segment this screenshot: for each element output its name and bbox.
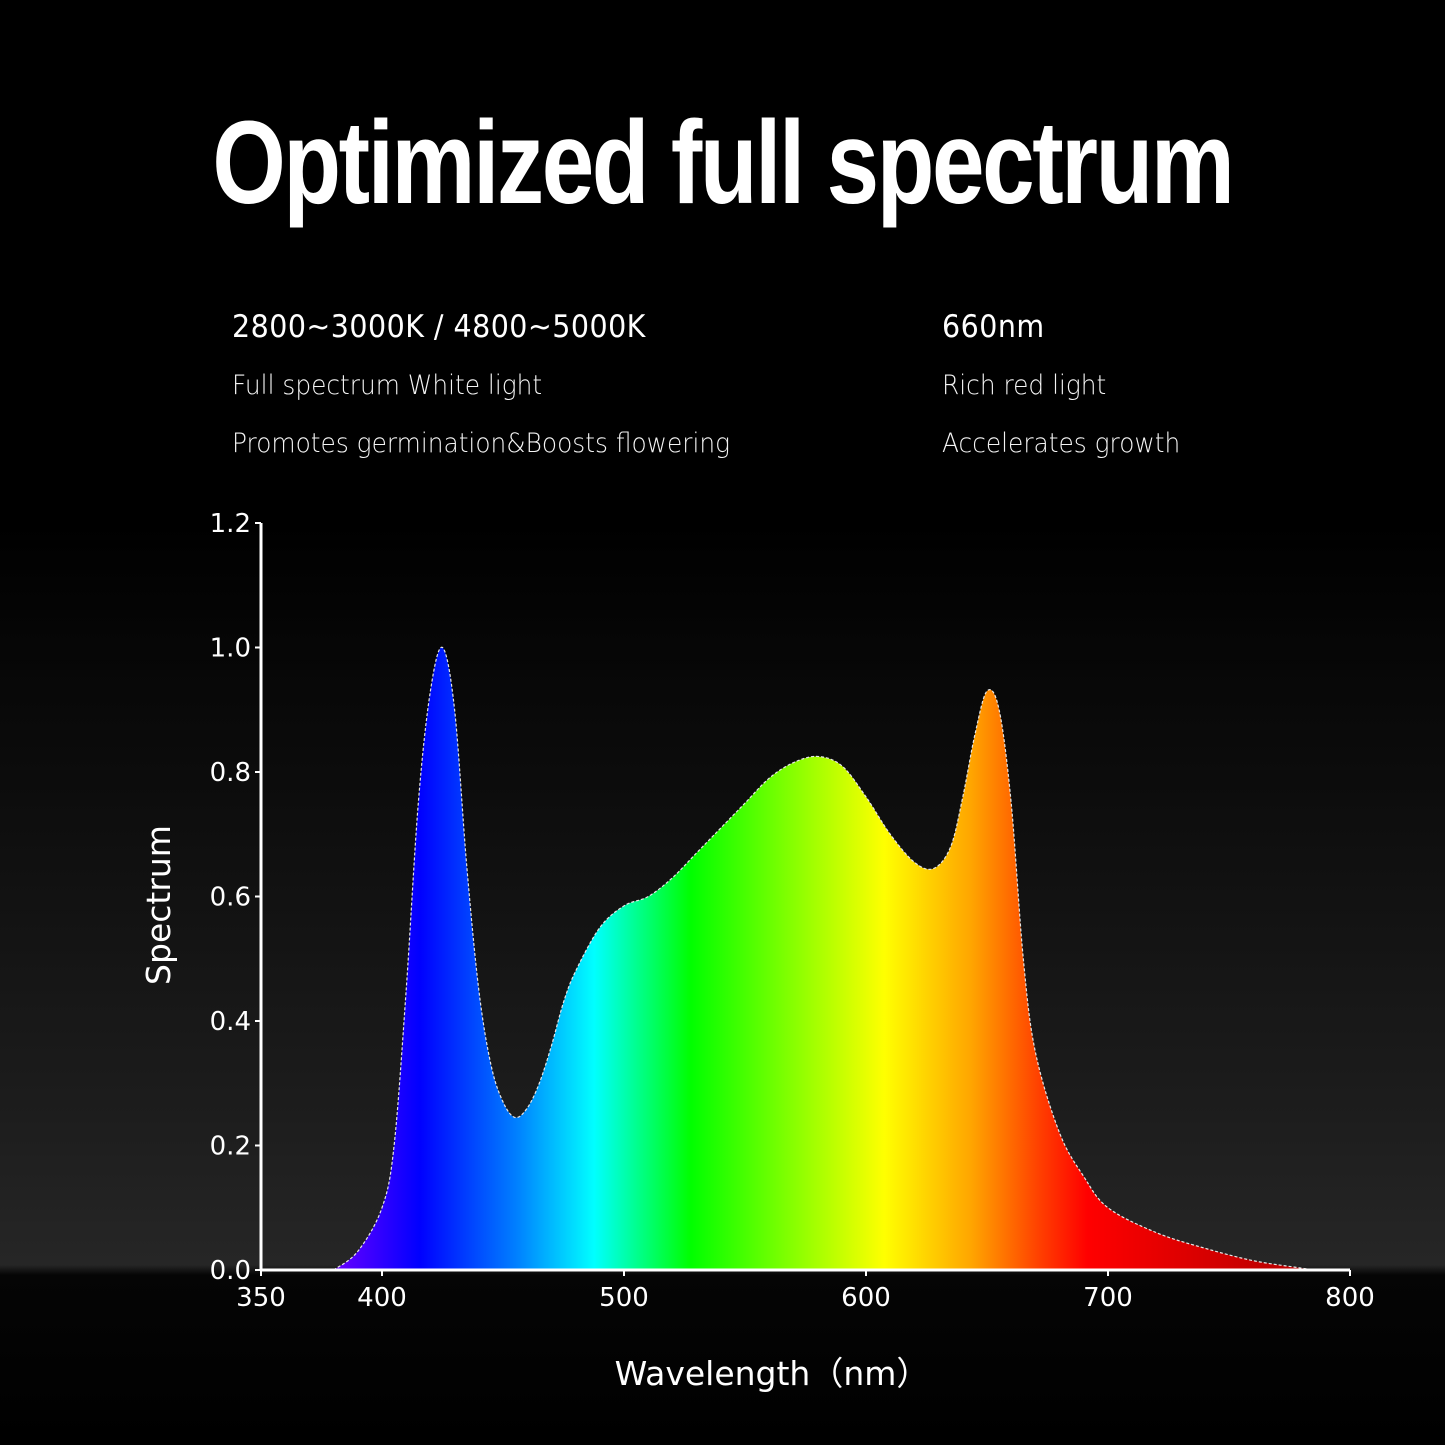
y-tick-label: 0.0 (210, 1256, 251, 1286)
y-tick-label: 1.0 (210, 634, 251, 664)
y-tick-label: 0.6 (210, 883, 251, 913)
y-axis: 0.0 0.2 0.4 0.6 0.8 1.0 1.2 (210, 509, 263, 1286)
x-tick-label: 700 (1083, 1283, 1133, 1313)
page-title: Optimized full spectrum (212, 97, 1234, 229)
wavelength-heading: 660nm (942, 309, 1045, 345)
spectrum-area (331, 646, 1314, 1271)
red-light-benefit: Accelerates growth (942, 428, 1181, 459)
red-light-description: Rich red light (942, 370, 1107, 401)
x-tick-label: 500 (599, 1283, 649, 1313)
x-tick-label: 400 (357, 1283, 407, 1313)
y-tick-label: 1.2 (210, 509, 251, 539)
color-temperature-heading: 2800~3000K / 4800~5000K (232, 309, 646, 345)
white-light-description: Full spectrum White light (232, 370, 543, 401)
x-tick-label: 600 (841, 1283, 891, 1313)
x-axis: 350 400 500 600 700 800 (236, 1268, 1375, 1313)
feature-white-light: 2800~3000K / 4800~5000K Full spectrum Wh… (232, 300, 773, 474)
x-tick-label: 800 (1325, 1283, 1375, 1313)
y-tick-label: 0.2 (210, 1132, 251, 1162)
y-tick-label: 0.8 (210, 758, 251, 788)
feature-red-light: 660nm Rich red light Accelerates growth (942, 300, 1201, 474)
white-light-benefit: Promotes germination&Boosts flowering (232, 428, 731, 459)
x-tick-label: 350 (236, 1283, 286, 1313)
x-axis-title: Wavelength（nm） (615, 1354, 930, 1393)
y-tick-label: 0.4 (210, 1007, 251, 1037)
y-axis-title: Spectrum (139, 825, 178, 985)
